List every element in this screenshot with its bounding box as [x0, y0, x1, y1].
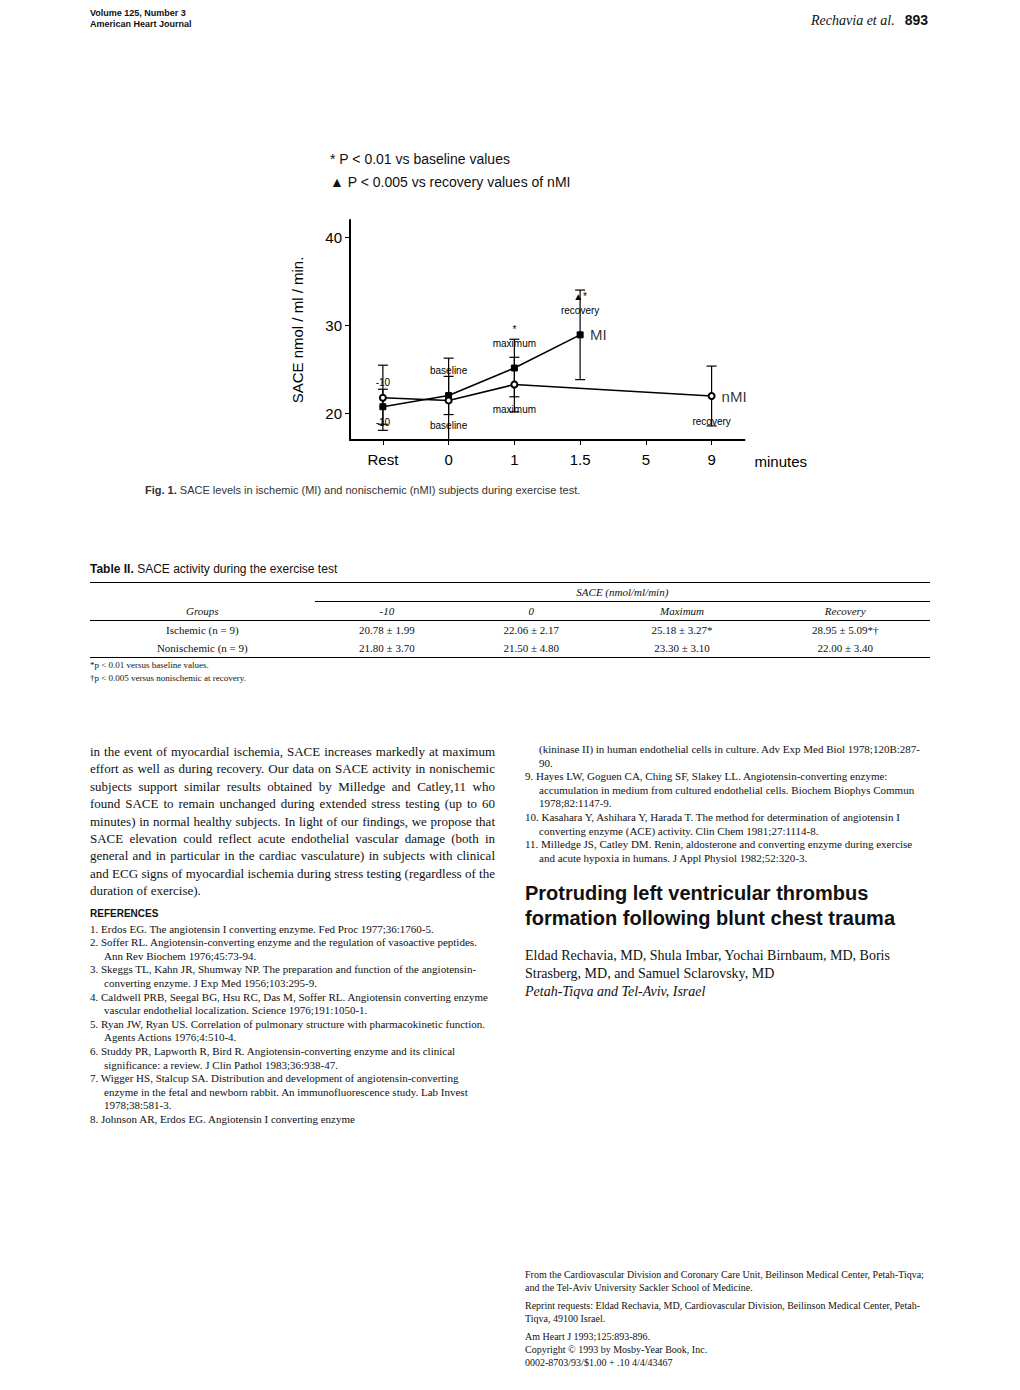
html-text:Eldad Rechavia, MD, Shula Imba: Eldad Rechavia, MD, Shula Imbar, Yochai …: [525, 948, 890, 982]
html-text:REFERENCES: REFERENCES: [90, 907, 159, 919]
html-text:25.18 ± 3.27*: 25.18 ± 3.27*: [651, 624, 713, 636]
svg-text:baseline: baseline: [430, 365, 468, 376]
svg-text:9: 9: [707, 451, 715, 468]
html-text:▲ P < 0.005 vs recovery values: ▲ P < 0.005 vs recovery values of nMI: [330, 174, 571, 190]
html-text:10. Kasahara Y, Ashihara Y, Ha: 10. Kasahara Y, Ashihara Y, Harada T. Th…: [525, 811, 900, 837]
html-text:From the Cardiovascular Divisi: From the Cardiovascular Division and Cor…: [525, 1269, 924, 1293]
html-text:(kininase II) in human endothe: (kininase II) in human endothelial cells…: [539, 743, 920, 769]
html-text:2. Soffer RL. Angiotensin-conv: 2. Soffer RL. Angiotensin-converting enz…: [90, 936, 477, 962]
html-text:Recovery: Recovery: [824, 605, 866, 617]
html-text:Maximum: Maximum: [660, 605, 704, 617]
html-text:Copyright © 1993 by Mosby-Year: Copyright © 1993 by Mosby-Year Book, Inc…: [525, 1344, 708, 1355]
html-text:†p < 0.005 versus nonischemic: †p < 0.005 versus nonischemic at recover…: [90, 673, 246, 683]
html-text:*p < 0.01 versus baseline valu: *p < 0.01 versus baseline values.: [90, 660, 209, 670]
html-text:893: 893: [904, 12, 928, 28]
html-text:Groups: Groups: [186, 604, 219, 617]
svg-text:-10: -10: [376, 377, 391, 388]
svg-text:1: 1: [510, 451, 518, 468]
html-text:SACE (nmol/ml/min): SACE (nmol/ml/min): [576, 586, 669, 598]
html-text:Fig. 1. SACE levels in ischemi: Fig. 1. SACE levels in ischemic (MI) and…: [145, 484, 581, 496]
html-text:28.95 ± 5.09*†: 28.95 ± 5.09*†: [812, 624, 879, 636]
html-text:Volume 125, Number 3: Volume 125, Number 3: [90, 8, 186, 18]
html-text:21.80 ± 3.70: 21.80 ± 3.70: [359, 642, 415, 654]
html-text:in the event of myocardial isc: in the event of myocardial ischemia, SAC…: [90, 744, 495, 899]
html-text:Protruding left ventricular th: Protruding left ventricular thrombus for…: [525, 882, 895, 930]
html-text:Table II. SACE activity during: Table II. SACE activity during the exerc…: [90, 562, 338, 576]
html-text:Reprint requests: Eldad Rechav: Reprint requests: Eldad Rechavia, MD, Ca…: [525, 1300, 921, 1324]
svg-text:5: 5: [642, 451, 650, 468]
html-text:23.30 ± 3.10: 23.30 ± 3.10: [654, 642, 710, 654]
html-text:Am Heart J 1993;125:893-896.: Am Heart J 1993;125:893-896.: [525, 1331, 650, 1342]
html-text:20.78 ± 1.99: 20.78 ± 1.99: [359, 624, 415, 636]
svg-text:-10: -10: [376, 417, 391, 428]
html-text:0002-8703/93/$1.00 + .10 4/4/4: 0002-8703/93/$1.00 + .10 4/4/43467: [525, 1357, 673, 1368]
svg-text:SACE nmol / ml / min.: SACE nmol / ml / min.: [289, 257, 306, 404]
svg-text:nMI: nMI: [722, 388, 747, 405]
html-text:8. Johnson AR, Erdos EG. Angio: 8. Johnson AR, Erdos EG. Angiotensin I c…: [90, 1113, 355, 1125]
html-text:-10: -10: [379, 605, 395, 617]
svg-text:baseline: baseline: [430, 420, 468, 431]
html-text:Ischemic (n = 9): Ischemic (n = 9): [166, 624, 239, 636]
html-text:22.00 ± 3.40: 22.00 ± 3.40: [817, 642, 873, 654]
html-text:4. Caldwell PRB, Seegal BG, Hs: 4. Caldwell PRB, Seegal BG, Hsu RC, Das …: [90, 990, 488, 1017]
svg-text:maximum: maximum: [493, 404, 536, 415]
html-text:3. Skeggs TL, Kahn JR, Shumway: 3. Skeggs TL, Kahn JR, Shumway NP. The p…: [90, 963, 477, 989]
svg-text:0: 0: [444, 451, 452, 468]
html-text:6. Studdy PR, Lapworth R, Bird: 6. Studdy PR, Lapworth R, Bird R. Angiot…: [90, 1045, 456, 1071]
html-text:Petah-Tiqva and Tel-Aviv, Isra: Petah-Tiqva and Tel-Aviv, Israel: [525, 984, 706, 1000]
svg-text:maximum: maximum: [493, 338, 536, 349]
svg-text:recovery: recovery: [561, 305, 599, 316]
svg-text:30: 30: [325, 317, 342, 334]
svg-text:Rest: Rest: [367, 451, 399, 468]
svg-text:40: 40: [325, 229, 342, 246]
html-text:* P < 0.01 vs baseline values: * P < 0.01 vs baseline values: [330, 151, 510, 167]
html-text:7. Wigger HS, Stalcup SA. Dist: 7. Wigger HS, Stalcup SA. Distribution a…: [90, 1072, 468, 1112]
html-text:Rechavia et al.: Rechavia et al.: [811, 13, 895, 28]
svg-text:MI: MI: [590, 326, 607, 343]
html-text:1. Erdos EG. The angiotensin I: 1. Erdos EG. The angiotensin I convertin…: [90, 922, 434, 935]
svg-text:▲*: ▲*: [573, 291, 587, 302]
html-text:22.06 ± 2.17: 22.06 ± 2.17: [503, 624, 560, 636]
html-text:21.50 ± 4.80: 21.50 ± 4.80: [503, 642, 560, 654]
html-text:5. Ryan JW, Ryan US. Correlati: 5. Ryan JW, Ryan US. Correlation of pulm…: [90, 1017, 485, 1044]
svg-text:minutes: minutes: [754, 453, 807, 470]
svg-text:1.5: 1.5: [570, 451, 591, 468]
svg-text:recovery: recovery: [692, 416, 730, 427]
html-text:0: 0: [528, 605, 535, 617]
svg-text:*: *: [512, 324, 516, 335]
html-text:9. Hayes LW, Goguen CA, Ching: 9. Hayes LW, Goguen CA, Ching SF, Slakey…: [525, 770, 915, 810]
html-text:11. Milledge JS, Catley DM. Re: 11. Milledge JS, Catley DM. Renin, aldos…: [525, 838, 913, 864]
svg-text:20: 20: [325, 405, 342, 422]
html-text:American Heart Journal: American Heart Journal: [90, 19, 192, 29]
html-text:Nonischemic (n = 9): Nonischemic (n = 9): [156, 642, 248, 654]
